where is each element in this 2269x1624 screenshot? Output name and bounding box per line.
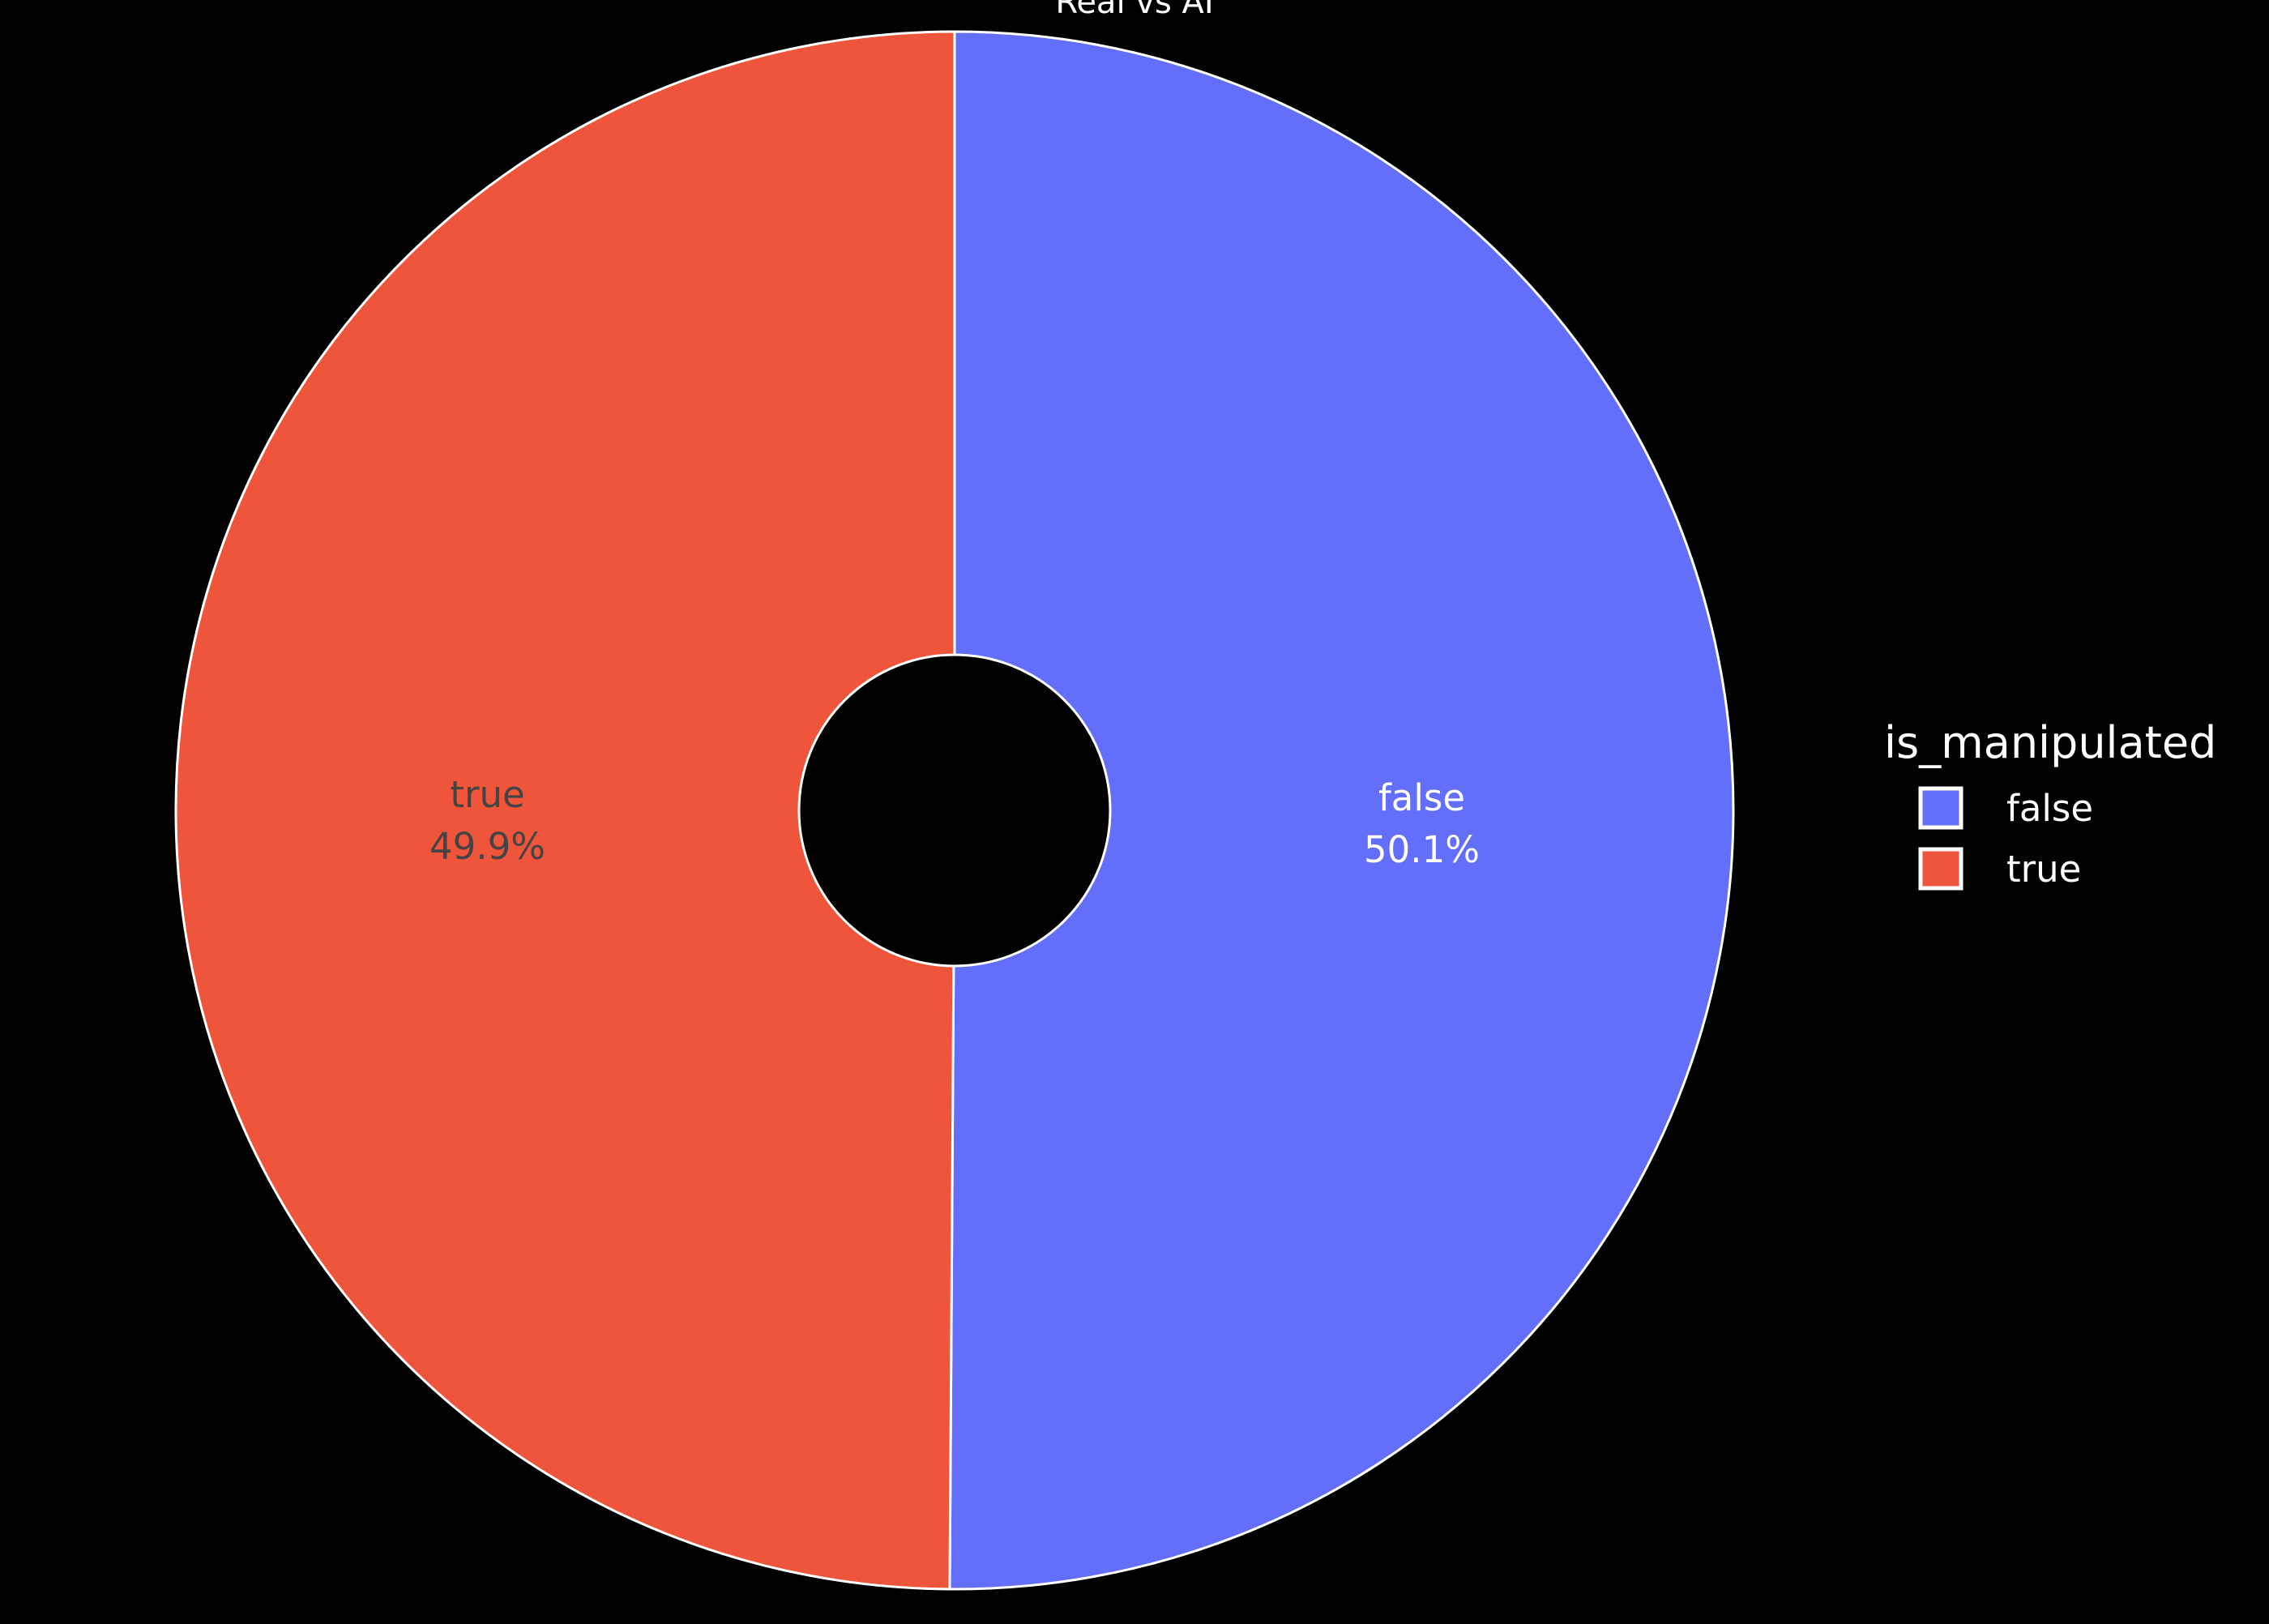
slice-label-name-true: true	[450, 773, 524, 816]
chart-title: Real vs AI	[1055, 0, 1213, 21]
legend-items[interactable]: false true	[1918, 786, 2093, 891]
legend[interactable]: is_manipulated false true	[1884, 717, 2216, 891]
pie-slice-true[interactable]	[174, 30, 956, 1591]
legend-item-true[interactable]: true	[1918, 847, 2081, 891]
slice-label-name-false: false	[1378, 776, 1465, 819]
slice-label-percent-false: 50.1%	[1364, 828, 1480, 871]
pie-slice-labels: false 50.1% true 49.9%	[429, 773, 1480, 871]
legend-label-true[interactable]: true	[2006, 848, 2081, 891]
pie-slices	[174, 30, 1735, 1591]
legend-title: is_manipulated	[1884, 717, 2216, 768]
slice-label-percent-true: 49.9%	[429, 825, 545, 868]
legend-swatch-false[interactable]	[1918, 786, 1963, 830]
legend-swatch-true[interactable]	[1918, 847, 1963, 891]
pie-slice-false[interactable]	[948, 30, 1735, 1591]
legend-item-false[interactable]: false	[1918, 786, 2093, 830]
legend-label-false[interactable]: false	[2006, 787, 2093, 830]
